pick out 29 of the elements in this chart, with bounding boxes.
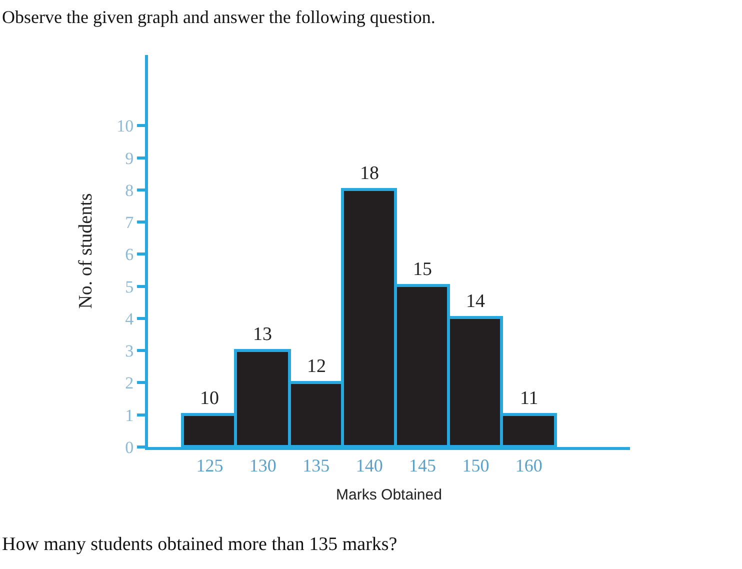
annotation: 10 [200,388,219,409]
y-tick-label: 4 [125,309,134,328]
y-axis-title: No. of students [75,193,96,309]
y-tick-label: 9 [125,148,134,168]
y-tick-label: 5 [125,277,134,296]
y-tick-label: 10 [116,116,134,136]
x-tick-label: 150 [462,456,490,476]
y-tick-label: 7 [125,213,134,232]
y-tick-label: 6 [125,245,134,264]
x-tick-label: 160 [515,456,542,476]
annotation: 13 [253,324,272,345]
y-tick-label: 1 [125,406,134,425]
x-tick-label: 140 [356,456,383,476]
y-tick-label: 2 [125,374,134,393]
y-tick-label: 3 [125,342,134,361]
text: How many students obtained more than 135 marks? [2,534,398,555]
annotation: 18 [360,163,379,184]
y-tick-label: 8 [125,180,134,200]
x-tick-label: 130 [249,456,276,476]
annotation: 14 [466,291,486,312]
y-tick-label: 0 [125,438,134,457]
annotation: 11 [520,388,538,409]
x-tick-label: 135 [302,456,330,476]
chart-title: Observe the given graph and answer the following question. [2,7,436,27]
x-axis-title: Marks Obtained [336,486,442,504]
annotation: 12 [307,356,326,377]
x-tick-label: 145 [409,456,436,476]
x-tick-label: 125 [196,456,224,476]
annotation: 15 [413,259,432,280]
